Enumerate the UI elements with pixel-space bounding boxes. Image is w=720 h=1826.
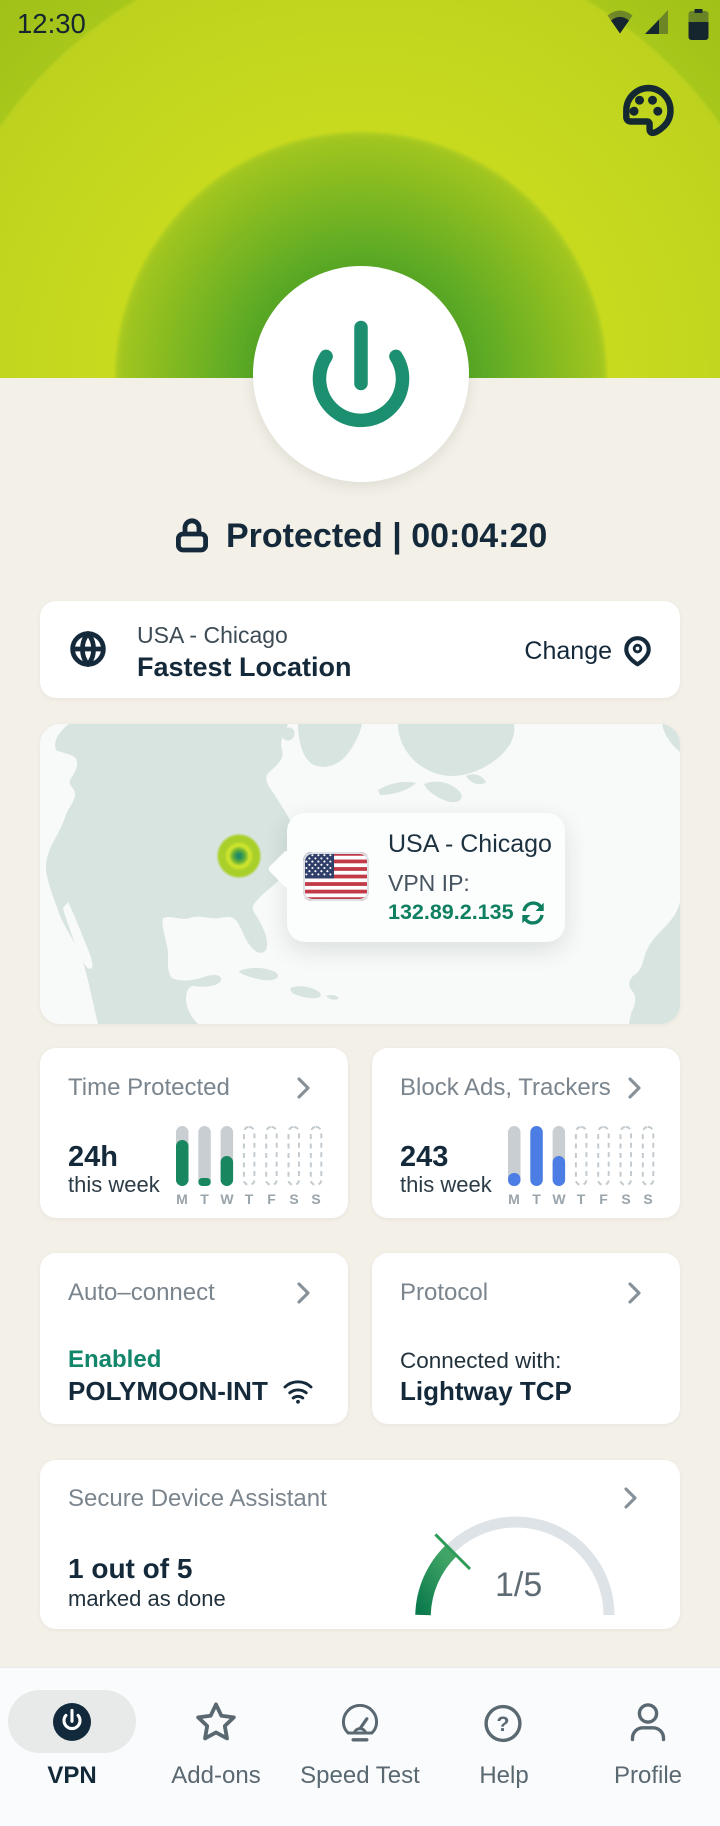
svg-text:M: M	[176, 1191, 188, 1207]
svg-text:?: ?	[496, 1712, 509, 1736]
svg-text:T: T	[532, 1191, 541, 1207]
svg-text:F: F	[599, 1191, 608, 1207]
svg-text:W: W	[552, 1191, 566, 1207]
svg-text:S: S	[621, 1191, 630, 1207]
svg-text:W: W	[220, 1191, 234, 1207]
svg-text:S: S	[643, 1191, 652, 1207]
svg-text:S: S	[289, 1191, 298, 1207]
svg-text:S: S	[311, 1191, 320, 1207]
svg-text:T: T	[577, 1191, 586, 1207]
svg-text:M: M	[508, 1191, 520, 1207]
svg-text:F: F	[267, 1191, 276, 1207]
svg-text:T: T	[200, 1191, 209, 1207]
svg-text:T: T	[245, 1191, 254, 1207]
